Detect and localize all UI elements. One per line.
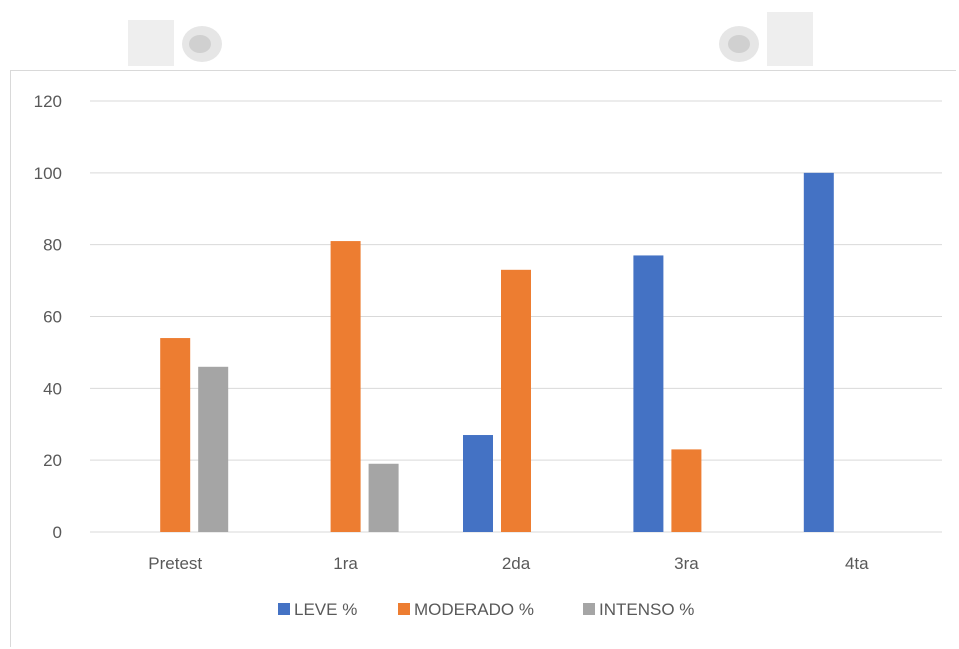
legend: LEVE % MODERADO % INTENSO % xyxy=(278,600,694,619)
bar-moderado-3ra xyxy=(671,449,702,532)
bar-leve-4ta xyxy=(803,172,834,533)
y-tick-label: 100 xyxy=(34,164,62,183)
bar-moderado-pretest xyxy=(160,338,191,532)
y-tick-label: 0 xyxy=(53,523,62,542)
bar-leve-2da xyxy=(463,435,493,532)
y-tick-label: 40 xyxy=(43,379,62,398)
y-tick-label: 60 xyxy=(43,308,62,327)
bars xyxy=(160,172,834,533)
y-tick-label: 80 xyxy=(43,236,62,255)
legend-swatch xyxy=(398,603,410,615)
legend-swatch xyxy=(278,603,290,615)
watermark-left-decoration xyxy=(128,20,222,66)
y-axis-ticks: 0 20 40 60 80 100 120 xyxy=(34,92,62,542)
x-tick-label: Pretest xyxy=(148,554,202,573)
chart-frame xyxy=(10,70,956,647)
x-tick-label: 3ra xyxy=(674,554,699,573)
x-axis-ticks: Pretest 1ra 2da 3ra 4ta xyxy=(148,554,869,573)
x-tick-label: 4ta xyxy=(845,554,869,573)
x-tick-label: 1ra xyxy=(333,554,358,573)
legend-label: MODERADO % xyxy=(414,600,534,619)
bar-moderado-2da xyxy=(501,269,531,532)
bar-moderado-1ra xyxy=(330,241,361,532)
bar-leve-3ra xyxy=(633,255,664,533)
watermark-right-decoration xyxy=(719,12,813,66)
bar-intenso-1ra xyxy=(368,463,399,532)
y-tick-label: 20 xyxy=(43,451,62,470)
legend-label: LEVE % xyxy=(294,600,357,619)
legend-swatch xyxy=(583,603,595,615)
legend-label: INTENSO % xyxy=(599,600,694,619)
x-tick-label: 2da xyxy=(502,554,531,573)
y-tick-label: 120 xyxy=(34,92,62,111)
bar-intenso-pretest xyxy=(198,366,229,532)
